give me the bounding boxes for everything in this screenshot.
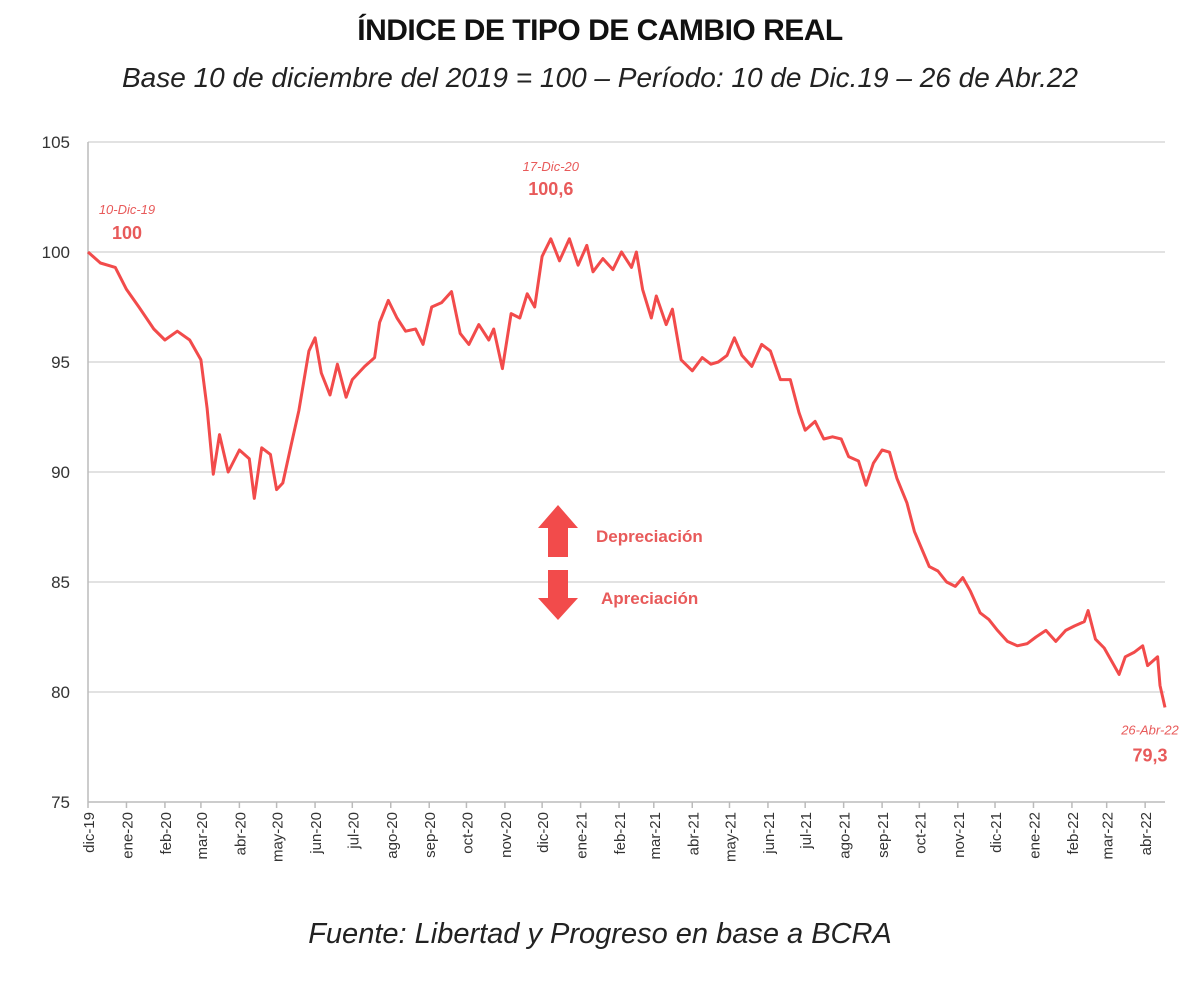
x-tick-label: feb-21: [612, 812, 629, 855]
annotation-value: 100: [112, 223, 142, 243]
chart-title: ÍNDICE DE TIPO DE CAMBIO REAL: [357, 14, 843, 47]
y-tick-label: 90: [51, 463, 70, 482]
x-tick-label: jun-21: [761, 812, 778, 855]
x-tick-label: ene-20: [119, 812, 136, 859]
y-tick-label: 95: [51, 353, 70, 372]
x-tick-label: feb-22: [1065, 812, 1082, 855]
x-tick-label: may-20: [270, 812, 287, 862]
x-tick-label: may-21: [722, 812, 739, 862]
x-tick-label: ago-20: [384, 812, 401, 859]
up-arrow-icon: [538, 505, 578, 557]
annotation-value: 79,3: [1132, 745, 1167, 765]
x-tick-label: mar-21: [647, 812, 664, 860]
down-arrow-icon: [538, 570, 578, 620]
chart-source: Fuente: Libertad y Progreso en base a BC…: [308, 918, 892, 950]
x-tick-label: oct-21: [912, 812, 929, 854]
y-tick-label: 85: [51, 573, 70, 592]
y-tick-label: 105: [42, 133, 70, 152]
series-line: [87, 237, 1167, 708]
x-tick-label: mar-22: [1100, 812, 1117, 860]
x-tick-label: abr-21: [685, 812, 702, 855]
x-tick-label: ene-22: [1026, 812, 1043, 859]
x-tick-label: abr-22: [1138, 812, 1155, 855]
chart-subtitle: Base 10 de diciembre del 2019 = 100 – Pe…: [121, 62, 1079, 93]
x-tick-label: jul-21: [798, 812, 815, 850]
depreciation-legend: Depreciación: [538, 505, 703, 557]
appreciation-label: Apreciación: [601, 589, 698, 608]
appreciation-legend: Apreciación: [538, 570, 698, 620]
x-tick-label: ene-21: [574, 812, 591, 859]
x-tick-label: mar-20: [194, 812, 211, 860]
annotation-date: 26-Abr-22: [1120, 722, 1179, 737]
x-tick-label: jul-20: [345, 812, 362, 850]
x-tick-label: abr-20: [232, 812, 249, 855]
x-tick-label: dic-19: [81, 812, 98, 853]
x-tick-label: nov-20: [498, 812, 515, 858]
annotation-value: 100,6: [528, 179, 573, 199]
x-tick-label: feb-20: [158, 812, 175, 855]
x-tick-label: sep-20: [422, 812, 439, 858]
x-tick-label: dic-21: [988, 812, 1005, 853]
y-tick-label: 80: [51, 683, 70, 702]
annotation-date: 10-Dic-19: [99, 202, 155, 217]
depreciation-label: Depreciación: [596, 527, 703, 546]
annotation-date: 17-Dic-20: [523, 159, 580, 174]
y-tick-label: 100: [42, 243, 70, 262]
x-tick-label: nov-21: [951, 812, 968, 858]
y-tick-label: 75: [51, 793, 70, 812]
x-tick-label: oct-20: [459, 812, 476, 854]
x-tick-label: jun-20: [308, 812, 325, 855]
x-tick-label: ago-21: [837, 812, 854, 859]
x-tick-label: sep-21: [875, 812, 892, 858]
x-tick-label: dic-20: [535, 812, 552, 853]
